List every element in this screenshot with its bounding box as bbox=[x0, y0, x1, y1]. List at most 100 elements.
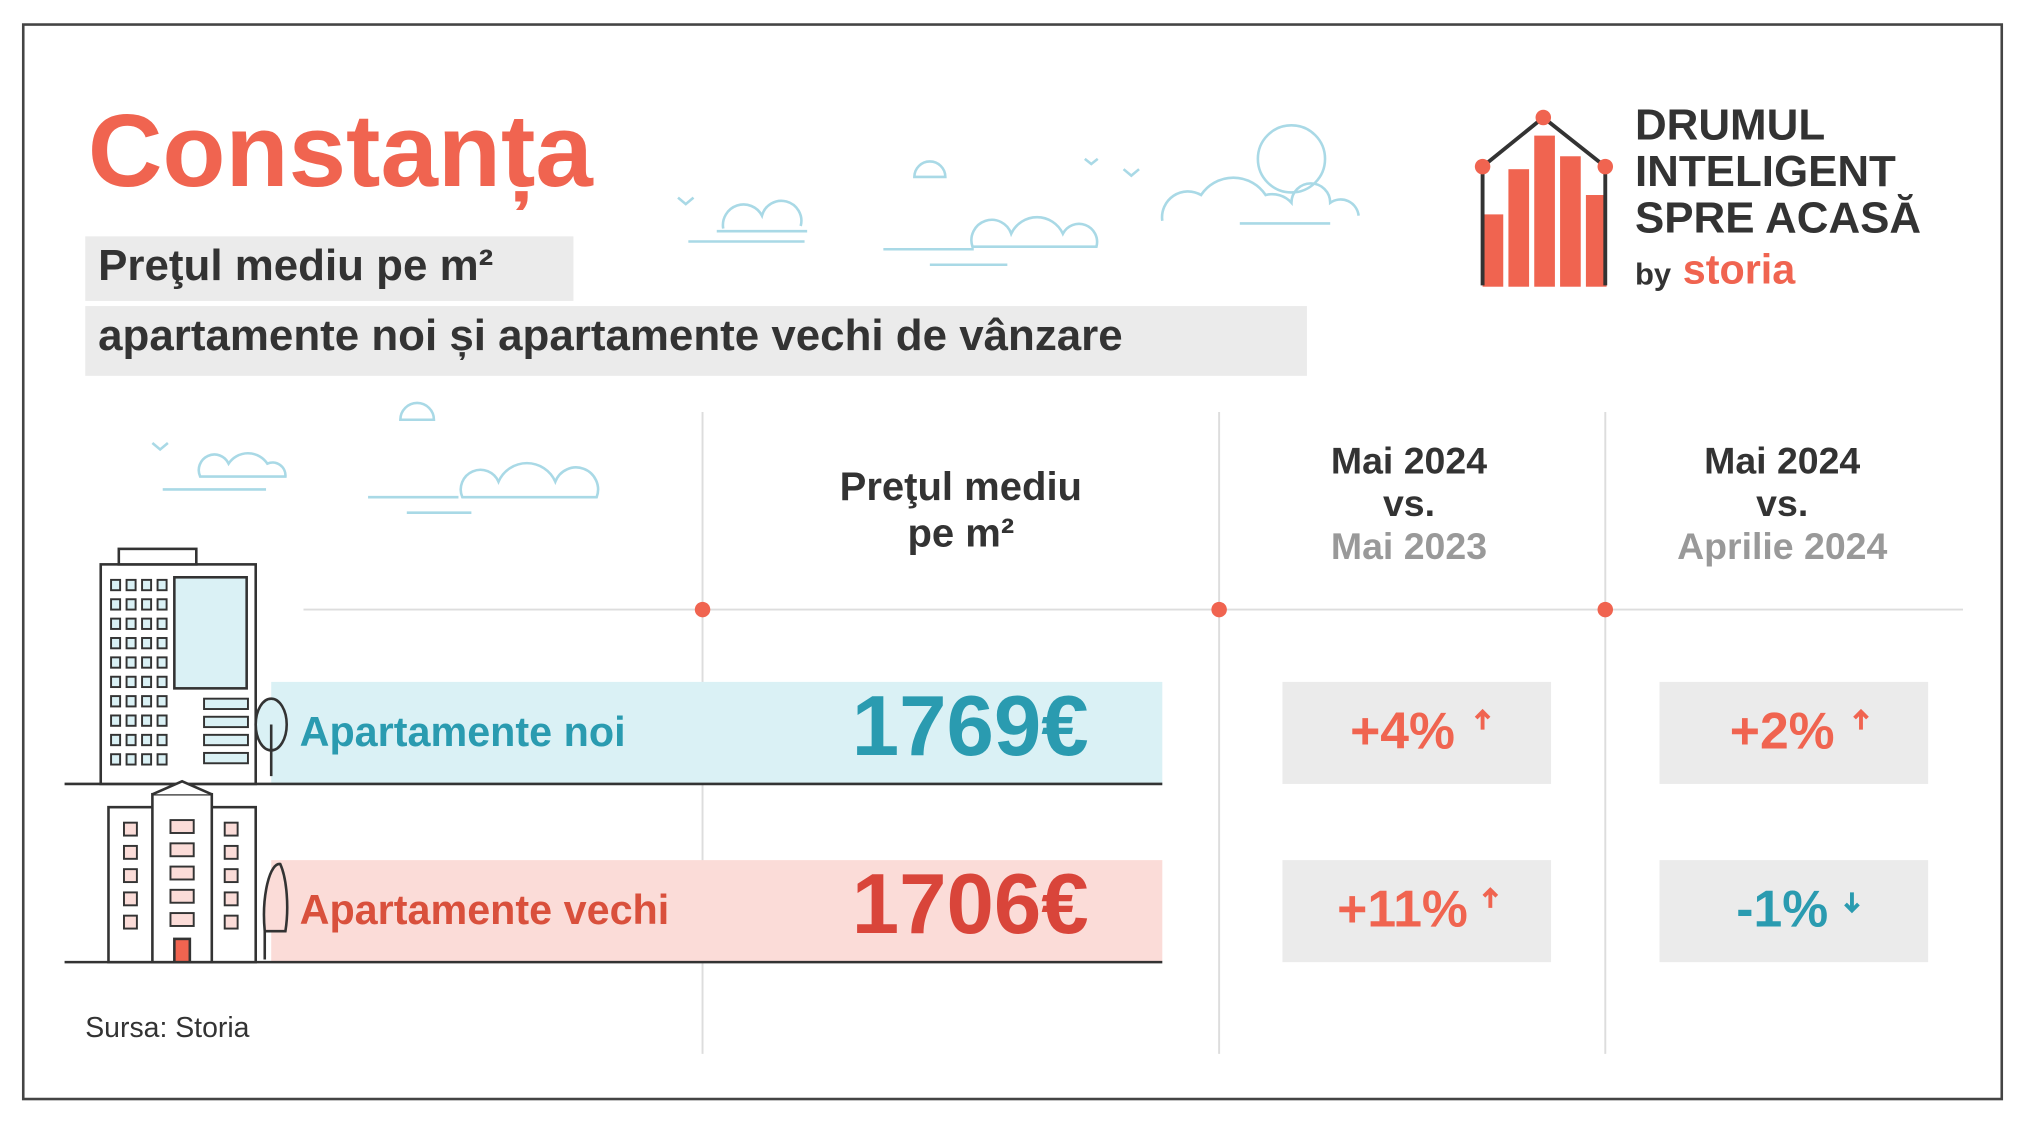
subtitle-box bbox=[85, 236, 574, 301]
window bbox=[110, 598, 122, 611]
column-header: vs. bbox=[1756, 482, 1808, 524]
window bbox=[123, 891, 138, 907]
window bbox=[110, 617, 122, 630]
window bbox=[223, 868, 239, 884]
row-band bbox=[271, 681, 1163, 784]
window bbox=[223, 891, 239, 907]
window bbox=[169, 912, 195, 927]
subtitle: Preţul mediu pe m² bbox=[98, 241, 493, 290]
window bbox=[123, 868, 138, 884]
column-header: Mai 2023 bbox=[1331, 525, 1487, 567]
window bbox=[141, 578, 153, 592]
title: Constanța bbox=[88, 92, 595, 210]
window bbox=[125, 714, 137, 727]
window bbox=[223, 914, 239, 930]
window bbox=[169, 888, 195, 904]
window bbox=[156, 695, 168, 708]
column-header: Mai 2024 bbox=[1331, 440, 1487, 482]
window bbox=[110, 675, 122, 689]
window bbox=[141, 617, 153, 630]
window bbox=[156, 637, 168, 650]
change-box bbox=[1659, 860, 1929, 963]
window bbox=[169, 819, 195, 834]
source: Sursa: Storia bbox=[85, 1012, 249, 1044]
window bbox=[156, 617, 168, 630]
column-header: vs. bbox=[1383, 482, 1435, 524]
window bbox=[156, 578, 168, 592]
window bbox=[125, 578, 137, 592]
window bbox=[125, 617, 137, 630]
price: 1769€ bbox=[852, 679, 1089, 774]
window bbox=[125, 695, 137, 708]
window bbox=[110, 637, 122, 650]
logo-brand: storia bbox=[1683, 246, 1797, 292]
window bbox=[141, 656, 153, 669]
window bbox=[141, 753, 153, 766]
logo-text: DRUMUL bbox=[1635, 100, 1825, 149]
logo-text: INTELIGENT bbox=[1635, 147, 1896, 196]
window bbox=[125, 733, 137, 747]
change: +4% bbox=[1350, 701, 1455, 759]
price: 1706€ bbox=[852, 857, 1089, 952]
grid-dots bbox=[694, 601, 1614, 618]
window bbox=[110, 578, 122, 592]
column-header: pe m² bbox=[907, 512, 1014, 556]
window bbox=[110, 714, 122, 727]
window bbox=[141, 598, 153, 611]
row-label: Apartamente vechi bbox=[300, 887, 670, 933]
window bbox=[203, 751, 249, 765]
window bbox=[223, 844, 239, 860]
window bbox=[123, 914, 138, 930]
window bbox=[123, 844, 138, 860]
change-box bbox=[1282, 860, 1552, 963]
window bbox=[141, 714, 153, 727]
column-header: Preţul mediu bbox=[840, 465, 1082, 509]
window bbox=[156, 714, 168, 727]
window bbox=[169, 865, 195, 881]
change: +11% bbox=[1337, 880, 1468, 938]
window bbox=[203, 697, 249, 710]
change: -1% bbox=[1736, 880, 1828, 938]
arrows bbox=[1474, 708, 1869, 914]
change-box bbox=[1659, 681, 1929, 784]
change-box bbox=[1282, 681, 1552, 784]
logo-text: SPRE ACASĂ bbox=[1635, 192, 1921, 242]
row-label: Apartamente noi bbox=[300, 709, 626, 755]
window bbox=[125, 675, 137, 689]
clouds bbox=[151, 123, 1360, 515]
window bbox=[125, 753, 137, 766]
window bbox=[125, 656, 137, 669]
window bbox=[156, 656, 168, 669]
window bbox=[203, 733, 249, 747]
window bbox=[223, 821, 239, 837]
subtitle-box bbox=[85, 306, 1307, 376]
logo-icon bbox=[1474, 109, 1614, 287]
logo-by: by bbox=[1635, 257, 1672, 292]
subtitle: apartamente noi și apartamente vechi de … bbox=[98, 311, 1123, 360]
window bbox=[156, 598, 168, 611]
window bbox=[141, 733, 153, 747]
window bbox=[125, 598, 137, 611]
window bbox=[156, 733, 168, 747]
row-band bbox=[271, 860, 1163, 963]
window bbox=[169, 842, 195, 858]
window bbox=[110, 733, 122, 747]
window bbox=[110, 753, 122, 766]
new-building bbox=[99, 547, 288, 786]
window bbox=[110, 656, 122, 669]
window bbox=[156, 675, 168, 689]
column-header: Mai 2024 bbox=[1704, 440, 1860, 482]
column-header: Aprilie 2024 bbox=[1677, 525, 1887, 567]
window bbox=[203, 715, 249, 729]
window bbox=[123, 821, 138, 837]
window bbox=[141, 637, 153, 650]
window bbox=[125, 637, 137, 650]
window bbox=[110, 695, 122, 708]
window bbox=[141, 675, 153, 689]
change: +2% bbox=[1730, 701, 1835, 759]
old-building bbox=[107, 779, 289, 964]
window bbox=[156, 753, 168, 766]
window bbox=[141, 695, 153, 708]
